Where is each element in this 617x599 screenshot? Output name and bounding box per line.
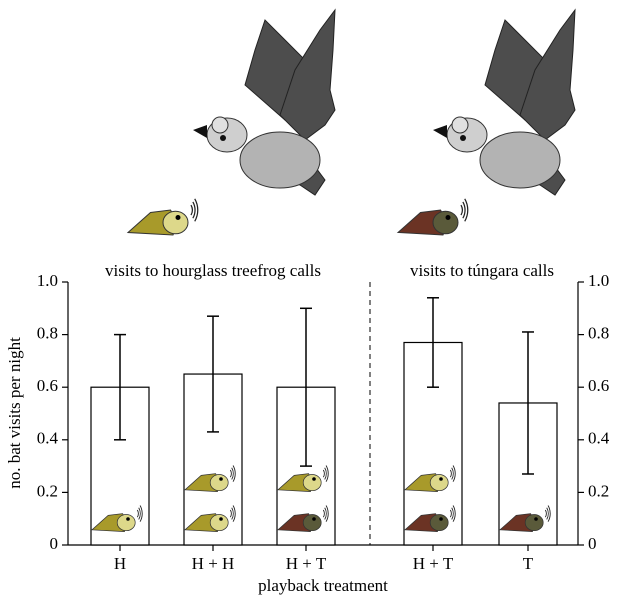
y2-tick-label: 0 bbox=[588, 534, 597, 553]
frog-eye bbox=[312, 517, 316, 521]
x-tick-label: H + T bbox=[413, 554, 454, 573]
bat-illustration bbox=[432, 9, 576, 196]
frog-icon bbox=[277, 465, 329, 492]
frog-eye bbox=[175, 215, 181, 220]
sound-wave bbox=[229, 509, 232, 518]
sound-wave bbox=[136, 509, 139, 518]
y-tick-label: 0.2 bbox=[37, 481, 58, 500]
sound-wave bbox=[452, 465, 456, 482]
y-tick-label: 0.6 bbox=[37, 376, 58, 395]
sound-wave bbox=[322, 509, 325, 518]
sound-wave bbox=[325, 505, 329, 522]
sound-wave bbox=[464, 198, 469, 222]
sound-wave bbox=[460, 204, 463, 216]
y-tick-label: 1.0 bbox=[37, 271, 58, 290]
frog-icon bbox=[404, 505, 456, 532]
frog-icon bbox=[126, 198, 199, 236]
frog-eye bbox=[534, 517, 538, 521]
y-axis-label: no. bat visits per night bbox=[5, 337, 24, 489]
frog-icon bbox=[404, 465, 456, 492]
y2-tick-label: 0.6 bbox=[588, 376, 609, 395]
x-tick-label: T bbox=[523, 554, 534, 573]
sound-wave bbox=[324, 507, 327, 520]
sound-wave bbox=[232, 505, 236, 522]
frog-head bbox=[116, 514, 136, 532]
sound-wave bbox=[325, 465, 329, 482]
sound-wave bbox=[452, 505, 456, 522]
frog-eye bbox=[219, 477, 223, 481]
frog-eye bbox=[312, 477, 316, 481]
sound-wave bbox=[231, 467, 234, 480]
x-tick-label: H + H bbox=[192, 554, 235, 573]
frog-head bbox=[302, 474, 322, 492]
y2-tick-label: 1.0 bbox=[588, 271, 609, 290]
sound-wave bbox=[547, 505, 551, 522]
sound-wave bbox=[324, 467, 327, 480]
sound-wave bbox=[190, 204, 193, 216]
frog-head bbox=[162, 210, 189, 235]
sound-wave bbox=[451, 507, 454, 520]
y2-tick-label: 0.4 bbox=[588, 429, 610, 448]
sound-wave bbox=[194, 198, 199, 222]
frog-head bbox=[432, 210, 459, 235]
frog-eye bbox=[219, 517, 223, 521]
sound-wave bbox=[138, 507, 141, 520]
frog-icon bbox=[184, 465, 236, 492]
sound-wave bbox=[322, 469, 325, 478]
bat-illustration bbox=[192, 9, 336, 196]
sound-wave bbox=[232, 465, 236, 482]
frog-eye bbox=[439, 477, 443, 481]
sound-wave bbox=[449, 469, 452, 478]
frog-head bbox=[429, 474, 449, 492]
sound-wave bbox=[231, 507, 234, 520]
sound-wave bbox=[139, 505, 143, 522]
sound-wave bbox=[451, 467, 454, 480]
y-tick-label: 0.8 bbox=[37, 324, 58, 343]
sound-wave bbox=[449, 509, 452, 518]
frog-eye bbox=[126, 517, 130, 521]
frog-head bbox=[302, 514, 322, 532]
frog-head bbox=[209, 474, 229, 492]
frog-head bbox=[429, 514, 449, 532]
y2-tick-label: 0.8 bbox=[588, 324, 609, 343]
frog-eye bbox=[439, 517, 443, 521]
x-tick-label: H + T bbox=[286, 554, 327, 573]
y-tick-label: 0.4 bbox=[37, 429, 59, 448]
sound-wave bbox=[229, 469, 232, 478]
group-label: visits to hourglass treefrog calls bbox=[105, 261, 321, 280]
frog-icon bbox=[499, 505, 551, 532]
sound-wave bbox=[192, 201, 196, 219]
x-tick-label: H bbox=[114, 554, 126, 573]
frog-icon bbox=[184, 505, 236, 532]
group-label: visits to túngara calls bbox=[410, 261, 554, 280]
frog-icon bbox=[277, 505, 329, 532]
y-tick-label: 0 bbox=[50, 534, 59, 553]
frog-head bbox=[524, 514, 544, 532]
sound-wave bbox=[546, 507, 549, 520]
frog-icon bbox=[91, 505, 143, 532]
frog-eye bbox=[445, 215, 451, 220]
frog-icon bbox=[396, 198, 469, 236]
sound-wave bbox=[544, 509, 547, 518]
frog-head bbox=[209, 514, 229, 532]
sound-wave bbox=[462, 201, 466, 219]
x-axis-label: playback treatment bbox=[258, 576, 388, 595]
y2-tick-label: 0.2 bbox=[588, 481, 609, 500]
